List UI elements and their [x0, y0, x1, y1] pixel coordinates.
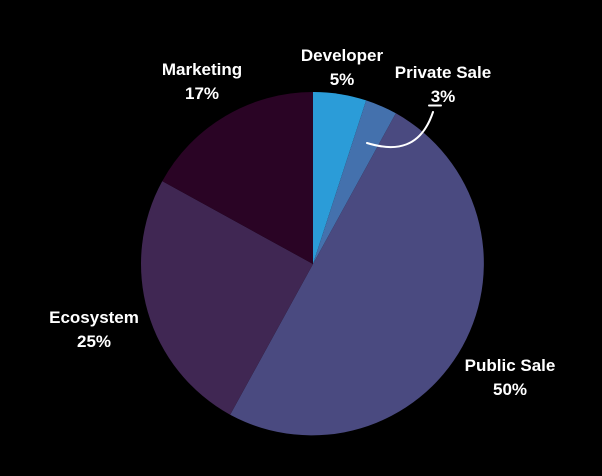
pie-labels-group: Developer 5% Private Sale 3% Public Sale 50% E…	[49, 46, 555, 399]
private-sale-callout-line	[366, 111, 434, 149]
slice-label-ecosystem-name: Ecosystem	[49, 308, 139, 327]
slice-label-ecosystem-pct: 25%	[77, 332, 111, 351]
pie-slice-private-sale	[313, 100, 396, 264]
slice-label-marketing-pct: 17%	[185, 84, 219, 103]
pie-slice-marketing	[162, 92, 313, 264]
slice-label-private-sale-name: Private Sale	[395, 63, 491, 82]
slice-label-marketing-name: Marketing	[162, 60, 242, 79]
slice-label-developer-name: Developer	[301, 46, 384, 65]
slice-label-developer-pct: 5%	[330, 70, 355, 89]
pie-slice-public-sale	[230, 113, 484, 436]
pie-slices-group	[141, 92, 484, 436]
pie-slice-developer	[313, 92, 367, 264]
slice-label-public-sale-pct: 50%	[493, 380, 527, 399]
pie-slice-ecosystem	[141, 181, 313, 415]
private-sale-callout	[366, 104, 442, 149]
slice-label-private-sale-pct: 3%	[431, 87, 456, 106]
slice-label-public-sale-name: Public Sale	[465, 356, 556, 375]
